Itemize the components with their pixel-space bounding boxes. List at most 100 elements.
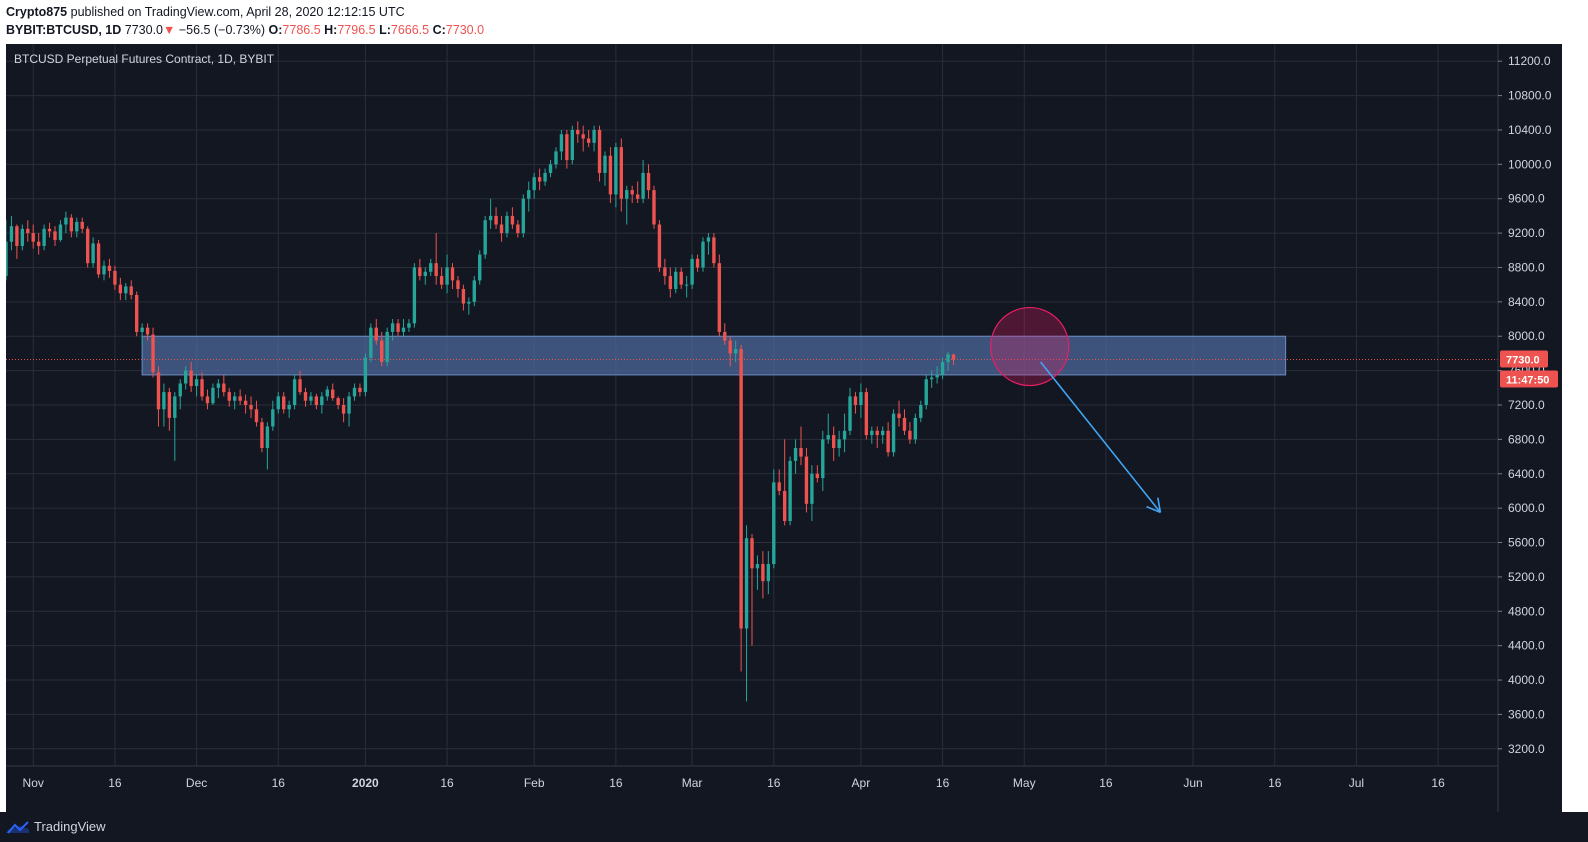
y-tick-label: 8800.0 (1508, 260, 1545, 274)
candle (336, 396, 340, 410)
candle (407, 319, 411, 332)
candle (510, 207, 515, 229)
tradingview-cloud-icon (6, 820, 30, 834)
candle (200, 372, 204, 401)
candle (423, 267, 427, 285)
candle (853, 392, 858, 414)
candle (216, 379, 221, 399)
time-axis[interactable]: Nov 16 Dec 16 2020 16 Feb 16 Mar 16 Apr 16 May 16 Jun 1… (23, 776, 1446, 790)
candle (815, 465, 820, 483)
candle (287, 400, 291, 418)
candle (26, 220, 30, 242)
candle (706, 233, 711, 255)
candle (276, 392, 280, 414)
candle (799, 426, 803, 466)
candle (320, 392, 324, 414)
candle (107, 258, 112, 278)
x-tick-label: 16 (108, 776, 122, 790)
y-tick-label: 9200.0 (1508, 226, 1545, 240)
candle (380, 331, 384, 367)
x-tick-label: May (1013, 776, 1036, 790)
arrow-head (1146, 505, 1161, 514)
x-tick-label: Apr (852, 776, 871, 790)
x-tick-label: 16 (1099, 776, 1113, 790)
candles (4, 121, 956, 702)
tradingview-logo[interactable]: TradingView (6, 819, 106, 834)
candlestick-chart[interactable]: 11200.0 10800.0 10400.0 10000.0 9600.0 9200.0… (4, 44, 1562, 819)
candle (919, 400, 923, 423)
candle (782, 439, 787, 526)
candle (679, 267, 683, 289)
price-labels: 7730.0 11:47:50 (1500, 350, 1558, 388)
candle (9, 215, 14, 251)
candle (80, 217, 84, 234)
last-price-label: 7730.0 (1506, 354, 1540, 366)
y-tick-label: 9600.0 (1508, 192, 1545, 206)
candle (630, 185, 634, 204)
countdown-label: 11:47:50 (1506, 374, 1549, 386)
y-tick-label: 10400.0 (1508, 123, 1552, 137)
candle (717, 254, 722, 337)
tradingview-brand-text: TradingView (34, 819, 106, 834)
candle (695, 254, 700, 272)
candle (684, 276, 689, 298)
candle (859, 383, 863, 418)
price-change: −56.5 (−0.73%) (178, 23, 266, 37)
candle (652, 185, 656, 229)
candle (145, 323, 150, 341)
x-tick-label: 16 (440, 776, 454, 790)
open-label: O: (268, 23, 283, 37)
author-name[interactable]: Crypto875 (6, 5, 68, 19)
candle (178, 379, 182, 410)
candle (559, 129, 564, 161)
candle (369, 323, 373, 363)
candle (53, 226, 57, 246)
candle (674, 267, 678, 294)
y-tick-label: 7200.0 (1508, 398, 1545, 412)
candle (505, 211, 509, 238)
candle (565, 129, 569, 169)
candle (429, 258, 433, 277)
resistance-zone[interactable] (141, 335, 1287, 376)
countdown-badge (1500, 370, 1558, 388)
candle (723, 323, 727, 345)
x-tick-label: Dec (186, 776, 207, 790)
candle (467, 297, 471, 315)
candle (238, 389, 242, 405)
candle (331, 383, 335, 401)
candle (450, 263, 455, 289)
candle (36, 233, 41, 255)
candle (864, 387, 869, 440)
highlight-circle[interactable] (990, 306, 1070, 387)
candle (20, 224, 25, 251)
candle (483, 215, 487, 259)
candle (527, 181, 531, 212)
high-label: H: (324, 23, 338, 37)
candle (516, 220, 520, 238)
arrow-head (1157, 497, 1162, 513)
x-tick-label: Jun (1183, 776, 1202, 790)
candle (227, 387, 231, 407)
chart-area[interactable]: 11200.0 10800.0 10400.0 10000.0 9600.0 9200.0… (4, 44, 1562, 819)
candle (837, 430, 841, 457)
candle (478, 250, 482, 285)
candle (134, 291, 139, 337)
price-axis[interactable]: 11200.0 10800.0 10400.0 10000.0 9600.0 9200.0… (1498, 54, 1552, 756)
ohlc-legend: BYBIT:BTCUSD, 1D 7730.0▼ −56.5 (−0.73%) … (6, 23, 484, 37)
candle (102, 260, 106, 281)
candle (772, 469, 776, 569)
candle (47, 222, 52, 238)
candle (282, 392, 286, 414)
candle (614, 142, 618, 208)
y-tick-label: 4400.0 (1508, 639, 1545, 653)
candle (777, 469, 781, 496)
x-tick-label: 2020 (352, 776, 379, 790)
candle (140, 323, 144, 345)
x-tick-label: Nov (23, 776, 44, 790)
candle (739, 344, 743, 672)
candle (151, 327, 155, 378)
candle (439, 267, 444, 289)
candle (750, 533, 754, 646)
candle (886, 422, 890, 457)
projection-arrow[interactable] (1039, 361, 1162, 514)
